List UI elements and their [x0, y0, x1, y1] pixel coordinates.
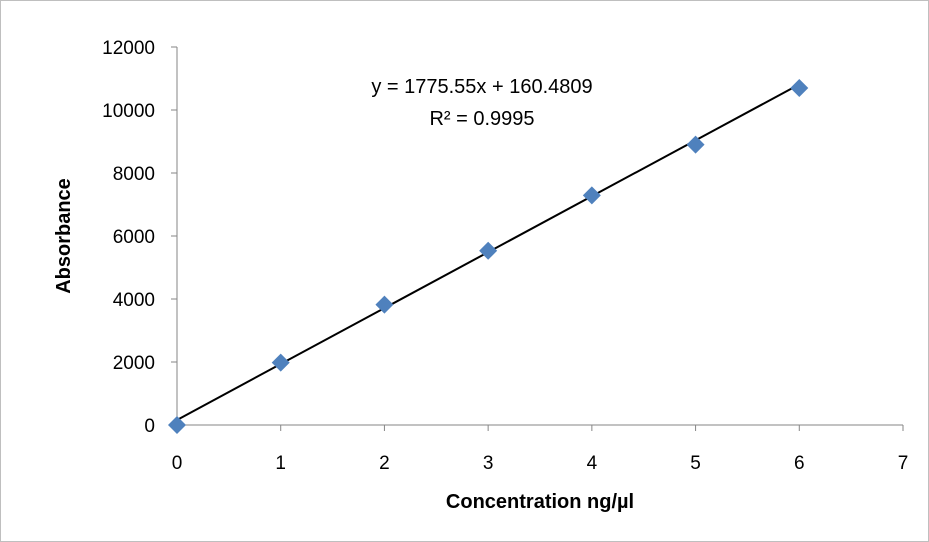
- y-axis-title: Absorbance: [53, 178, 75, 294]
- y-tick-label: 4000: [113, 290, 155, 311]
- y-axis-ticks: 0 2000 4000 6000 8000 10000 12000: [102, 38, 177, 437]
- data-point: [479, 241, 498, 260]
- x-tick-label: 7: [898, 453, 909, 474]
- data-point: [271, 353, 290, 372]
- data-point: [168, 416, 186, 434]
- x-tick-label: 3: [483, 453, 494, 474]
- data-point: [582, 186, 601, 205]
- data-points: [168, 78, 809, 434]
- y-tick-label: 0: [144, 416, 155, 437]
- x-tick-label: 6: [794, 453, 805, 474]
- y-tick-label: 12000: [102, 38, 155, 59]
- y-tick-label: 6000: [113, 227, 155, 248]
- x-axis-title: Concentration ng/µl: [446, 491, 634, 513]
- x-tick-label: 1: [275, 453, 286, 474]
- y-tick-label: 2000: [113, 353, 155, 374]
- trendline-equation: y = 1775.55x + 160.4809: [371, 76, 592, 98]
- x-tick-label: 4: [587, 453, 598, 474]
- data-point: [686, 135, 705, 154]
- x-tick-label: 2: [379, 453, 390, 474]
- x-tick-label: 0: [172, 453, 183, 474]
- axes: [176, 47, 903, 426]
- x-axis-ticks: 0 1 2 3 4 5 6 7: [172, 425, 909, 474]
- r-squared-label: R² = 0.9995: [429, 108, 534, 130]
- data-point: [375, 295, 394, 314]
- y-tick-label: 10000: [102, 101, 155, 122]
- y-tick-label: 8000: [113, 164, 155, 185]
- data-point: [790, 78, 809, 97]
- x-tick-label: 5: [690, 453, 701, 474]
